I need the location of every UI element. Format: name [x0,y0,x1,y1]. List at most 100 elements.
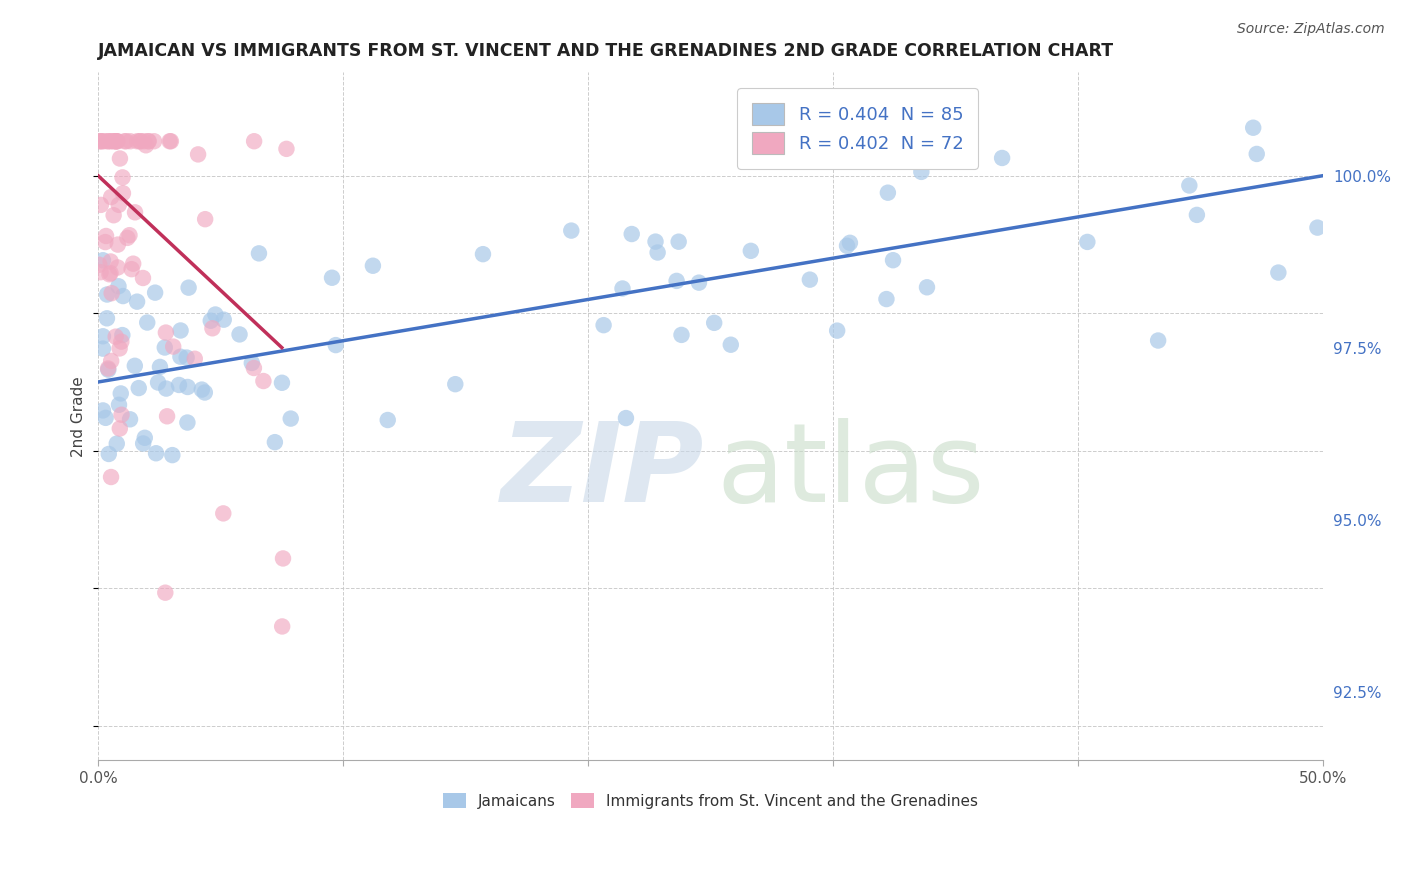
Point [560,224,582,238]
Point [377,413,399,427]
Point [191,383,214,397]
Point [703,316,725,330]
Point [194,385,217,400]
Point [94,410,117,425]
Point [271,551,294,566]
Point [614,411,637,425]
Point [110,408,132,422]
Point [212,507,235,521]
Text: Source: ZipAtlas.com: Source: ZipAtlas.com [1237,22,1385,37]
Point [838,235,860,250]
Point [93,134,115,148]
Point [91,403,114,417]
Point [135,138,157,153]
Point [94,229,117,244]
Point [1306,220,1329,235]
Point [100,354,122,368]
Point [271,619,294,633]
Point [124,359,146,373]
Point [169,324,191,338]
Point [100,254,122,268]
Point [155,382,177,396]
Point [105,134,128,148]
Point [125,294,148,309]
Point [160,134,183,148]
Point [104,134,127,148]
Point [91,253,114,268]
Point [100,470,122,484]
Point [96,287,118,301]
Point [90,198,112,212]
Point [114,134,136,148]
Point [108,152,131,166]
Legend: Jamaicans, Immigrants from St. Vincent and the Grenadines: Jamaicans, Immigrants from St. Vincent a… [437,787,984,814]
Point [111,328,134,343]
Point [612,281,634,295]
Point [91,329,114,343]
Point [243,361,266,376]
Point [97,134,120,148]
Point [128,381,150,395]
Point [1185,208,1208,222]
Point [647,245,669,260]
Point [740,244,762,258]
Point [90,265,112,279]
Point [132,436,155,450]
Point [176,416,198,430]
Point [145,446,167,460]
Point [118,412,141,426]
Point [825,324,848,338]
Point [104,134,127,148]
Point [138,134,160,148]
Point [247,246,270,260]
Point [1246,147,1268,161]
Point [665,274,688,288]
Point [100,266,122,280]
Point [280,411,302,425]
Point [101,134,124,148]
Point [104,134,127,148]
Point [127,134,149,148]
Point [94,235,117,249]
Text: JAMAICAN VS IMMIGRANTS FROM ST. VINCENT AND THE GRENADINES 2ND GRADE CORRELATION: JAMAICAN VS IMMIGRANTS FROM ST. VINCENT … [98,42,1114,60]
Point [177,280,200,294]
Point [592,318,614,333]
Point [1241,120,1264,135]
Point [915,280,938,294]
Point [212,312,235,326]
Point [153,341,176,355]
Point [167,378,190,392]
Point [129,134,152,148]
Point [108,398,131,412]
Point [620,227,643,241]
Point [134,431,156,445]
Point [668,235,690,249]
Point [184,351,207,366]
Point [276,142,298,156]
Point [159,134,181,148]
Text: ZIP: ZIP [501,418,704,524]
Point [688,276,710,290]
Point [882,253,904,268]
Point [108,421,131,435]
Point [240,356,263,370]
Point [1267,266,1289,280]
Point [108,198,131,212]
Point [264,435,287,450]
Point [146,376,169,390]
Point [720,337,742,351]
Point [122,257,145,271]
Point [910,165,932,179]
Point [204,308,226,322]
Point [321,270,343,285]
Point [875,292,897,306]
Point [176,351,198,365]
Point [799,272,821,286]
Point [132,271,155,285]
Point [115,134,138,148]
Point [271,376,294,390]
Point [110,386,132,401]
Point [97,362,120,376]
Point [1076,235,1098,249]
Point [105,436,128,450]
